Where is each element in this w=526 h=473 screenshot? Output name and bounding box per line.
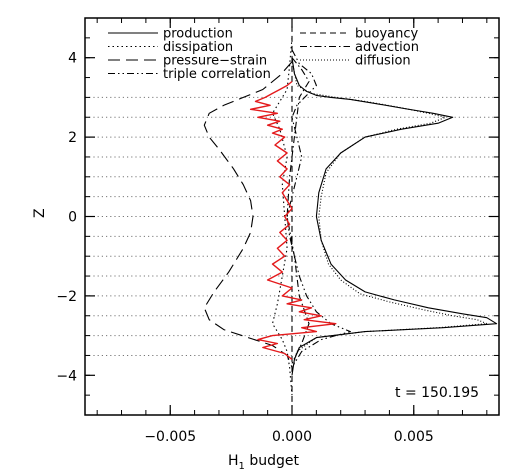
x-axis-label-sub: 1 [239, 461, 245, 472]
legend-label: pressure−strain [163, 54, 267, 69]
series-line-diffusion [291, 59, 488, 372]
y-tick-label: 2 [68, 130, 77, 146]
y-tick-label: −2 [56, 289, 77, 305]
y-tick-label: 0 [68, 210, 77, 226]
series-line-red-curve [249, 80, 337, 360]
x-axis-label-main: H [228, 453, 239, 469]
x-axis-label: H1 budget [228, 453, 300, 472]
series-line-triple-correlation [286, 49, 351, 368]
ticks: −0.005 0.000 0.005 −4 −2 0 2 4 [56, 17, 499, 445]
time-annotation: t = 150.195 [395, 385, 479, 401]
legend-label: advection [355, 40, 419, 55]
legend: productiondissipationpressure−straintrip… [108, 27, 419, 82]
y-tick-label: 4 [68, 51, 77, 67]
legend-label: production [163, 27, 233, 42]
legend-label: dissipation [163, 40, 233, 55]
y-axis-label: Z [32, 208, 48, 218]
series-group [203, 25, 498, 408]
x-axis-label-rest: budget [245, 453, 300, 469]
legend-label: triple correlation [163, 67, 271, 82]
series-line-production [291, 57, 498, 376]
x-tick-label: 0.005 [394, 429, 434, 445]
legend-label: buoyancy [355, 27, 418, 42]
x-tick-label: 0.000 [272, 429, 312, 445]
y-tick-label: −4 [56, 368, 77, 384]
legend-label: diffusion [355, 54, 411, 69]
series-line-pressure-strain [203, 61, 293, 368]
x-tick-label: −0.005 [144, 429, 196, 445]
